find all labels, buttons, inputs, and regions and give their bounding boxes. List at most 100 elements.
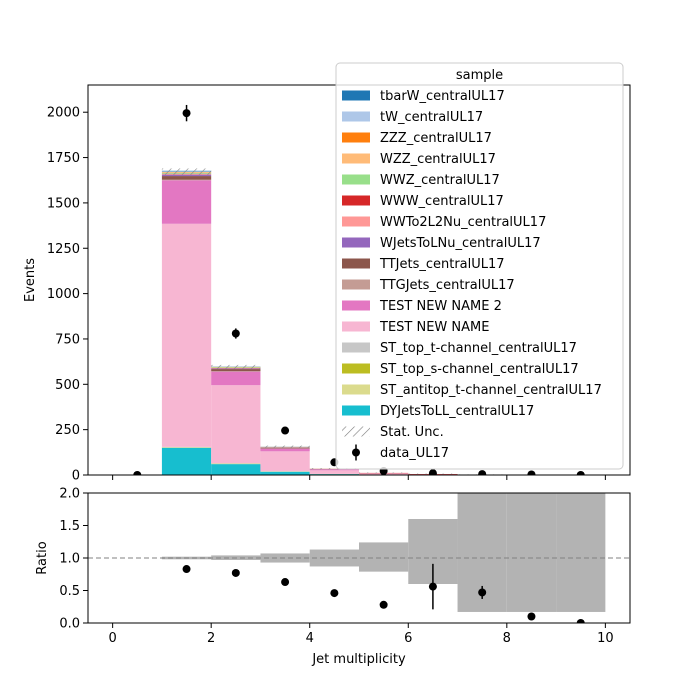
legend-entry: WJetsToLNu_centralUL17 [342,236,541,251]
data-point [182,109,191,118]
legend-swatch [342,384,370,395]
bar-DYJetsToLL_centralUL17-bin-3 [260,471,310,475]
legend-entry: tW_centralUL17 [342,110,483,125]
ratio-x-tick-label: 0 [108,631,116,646]
ratio-panel: 0 2 4 6 8 10 0.0 0.5 1.0 1.5 2.0 Jet multiplicity… [35,487,631,667]
data-point [478,470,487,475]
legend-entry: Stat. Unc. [342,425,444,440]
legend-swatch [342,321,370,332]
legend-entry: ZZZ_centralUL17 [342,131,492,146]
ratio-y-axis-label: Ratio [35,541,50,574]
main-y-tick-label: 1750 [47,151,80,166]
legend-entry: ST_top_s-channel_centralUL17 [342,362,579,377]
legend-label: DYJetsToLL_centralUL17 [380,404,534,419]
ratio-y-tick-label: 0.0 [59,617,80,632]
legend-label: WJetsToLNu_centralUL17 [380,236,541,251]
main-y-tick-label: 0 [72,469,80,484]
legend-swatch [342,174,370,185]
ratio-y-tick-label: 0.5 [59,584,80,599]
ratio-x-tick-label: 10 [597,631,614,646]
legend-label: TEST NEW NAME [379,320,489,335]
legend-entry: WWTo2L2Nu_centralUL17 [342,215,546,230]
bar-TEST NEW NAME 2-bin-1 [161,180,212,224]
ratio-x-ticks: 0 2 4 6 8 10 [108,623,614,646]
data-point [231,329,240,338]
legend-swatch [342,363,370,374]
main-x-ticks [112,475,606,480]
legend-swatch [342,153,370,164]
bar-TEST NEW NAME 2-bin-3 [260,448,310,452]
legend-entry: TTJets_centralUL17 [342,257,505,272]
legend-entry: TTGJets_centralUL17 [342,278,515,293]
ratio-point [231,568,240,577]
legend-title: sample [456,68,503,83]
ratio-unc-band [161,493,606,612]
ratio-x-tick-label: 4 [306,631,314,646]
legend-entry: DYJetsToLL_centralUL17 [342,404,534,419]
legend-swatch [342,132,370,143]
legend-label: tbarW_centralUL17 [380,89,505,104]
bar-TEST NEW NAME-bin-2 [211,385,261,464]
ratio-band-bin-3 [260,553,310,563]
legend-swatch [342,279,370,290]
legend-swatch [342,90,370,101]
bar-TEST NEW NAME-bin-3 [260,451,310,472]
legend-label: TTJets_centralUL17 [379,257,505,272]
stat-unc-bin-2 [211,364,261,369]
ratio-band-bin-5 [359,542,409,572]
bar-TEST NEW NAME 2-bin-4 [309,469,359,471]
data-point [428,469,437,475]
legend-label: WWW_centralUL17 [380,194,504,209]
bar-DYJetsToLL_centralUL17-bin-2 [211,464,261,475]
stat-unc-bin-1 [161,168,212,175]
legend-label: WWZ_centralUL17 [380,173,500,188]
legend-swatch [342,258,370,269]
ratio-point [330,589,339,598]
ratio-x-tick-label: 6 [404,631,412,646]
main-y-tick-label: 500 [55,378,80,393]
main-y-axis-label: Events [23,258,38,302]
ratio-y-tick-label: 2.0 [59,487,80,502]
ratio-x-axis-label: Jet multiplicity [311,652,406,667]
stat-unc-bin-4 [309,468,359,470]
legend-entry: tbarW_centralUL17 [342,89,505,104]
ratio-point [527,612,536,621]
legend: sample tbarW_centralUL17 tW_centralUL17 ZZZ… [335,62,624,470]
ratio-y-tick-label: 1.0 [59,552,80,567]
bar-TTGJets_centralUL17-bin-1 [161,179,212,181]
legend-entry: TEST NEW NAME [342,320,489,335]
legend-label: Stat. Unc. [380,425,444,440]
ratio-point [281,578,290,587]
legend-swatch [342,342,370,353]
ratio-x-tick-label: 8 [503,631,511,646]
ratio-y-tick-label: 1.5 [59,519,80,534]
legend-entry: WWZ_centralUL17 [342,173,500,188]
bar-TTJets_centralUL17-bin-2 [211,369,261,372]
main-y-tick-label: 750 [55,332,80,347]
legend-entry: ST_antitop_t-channel_centralUL17 [342,383,602,398]
legend-entry: TEST NEW NAME 2 [342,299,502,314]
legend-swatch-marker [352,448,360,457]
ratio-points [182,563,585,623]
legend-label: tW_centralUL17 [380,110,483,125]
ratio-band-bin-9 [556,493,606,612]
ratio-point [379,600,388,609]
stat-unc-bin-3 [260,445,310,448]
bar-WJetsToLNu_centralUL17-bin-1 [161,174,212,177]
legend-label: ST_antitop_t-channel_centralUL17 [380,383,602,398]
ratio-band-bin-8 [506,493,557,612]
bar-TEST NEW NAME-bin-1 [161,223,212,447]
bar-TTJets_centralUL17-bin-1 [161,176,212,180]
legend-swatch-hatch [342,426,370,437]
legend-entry: data_UL17 [352,444,449,461]
data-point [133,471,142,475]
main-y-tick-label: 1500 [47,196,80,211]
legend-label: WWTo2L2Nu_centralUL17 [380,215,546,230]
legend-swatch [342,237,370,248]
main-y-tick-label: 1000 [47,287,80,302]
main-y-tick-label: 250 [55,423,80,438]
main-y-ticks: 0 250 500 750 1000 1250 1500 1750 2000 [47,106,88,484]
ratio-point [428,582,437,591]
legend-label: ST_top_s-channel_centralUL17 [380,362,579,377]
